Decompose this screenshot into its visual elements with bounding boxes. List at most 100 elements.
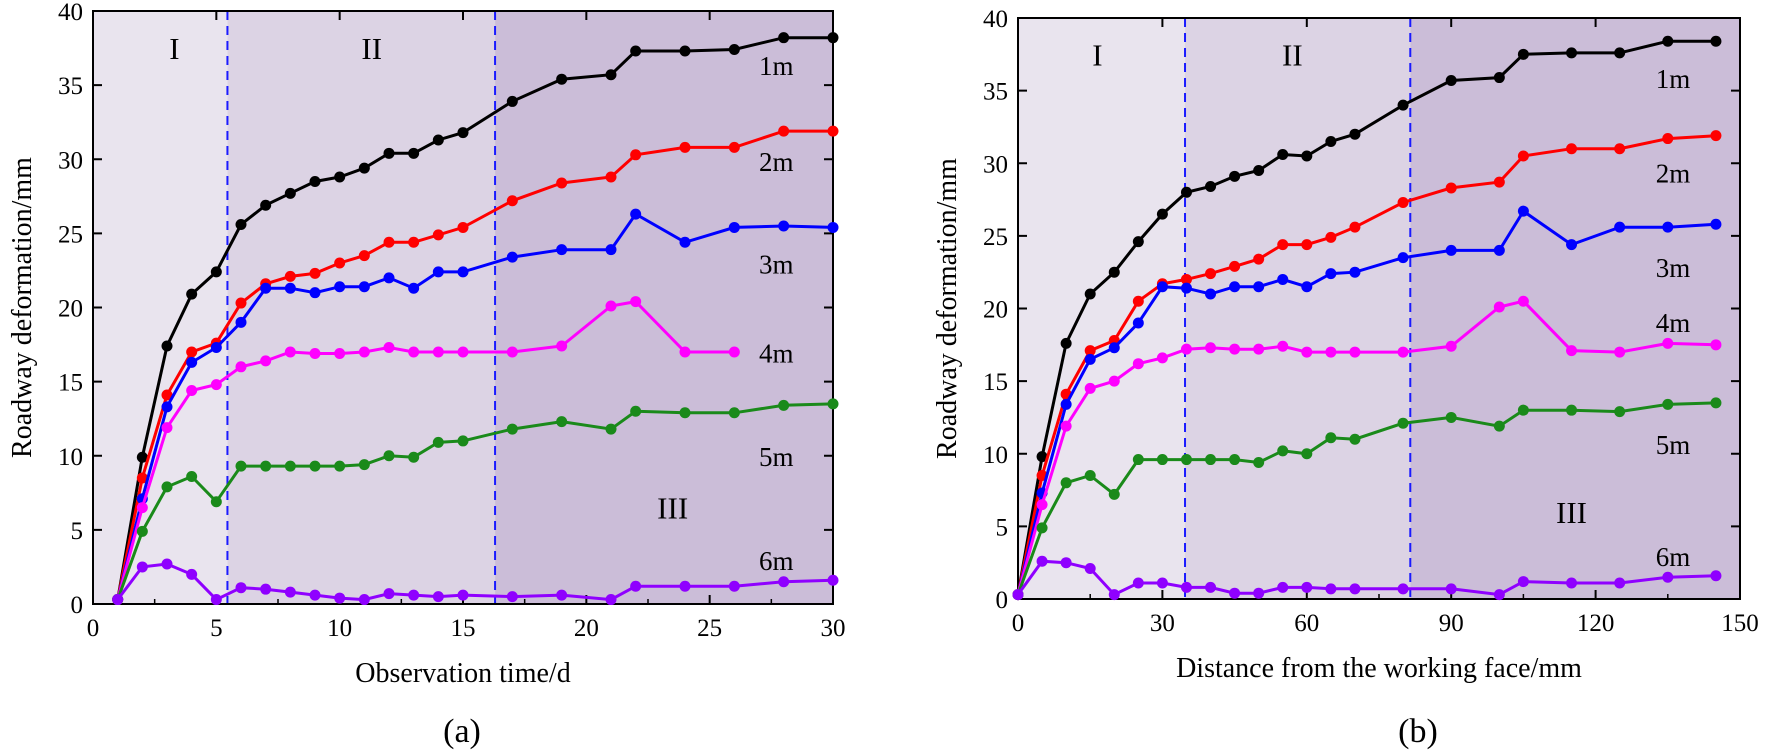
data-point [1229,343,1241,355]
series-label-5m: 5m [1656,430,1691,460]
data-point [1662,221,1674,233]
data-point [1710,339,1722,351]
data-point [235,361,247,373]
series-1m [1012,35,1722,601]
data-point [1084,470,1096,482]
data-point [284,346,296,358]
data-point [1493,420,1505,432]
chart-panel-b: 0 30 60 90 120 150 0 5 10 15 20 25 30 35 40 1m 2m 3m 4m 5m… [932,6,1759,750]
series-label-2m: 2m [759,147,794,177]
series-label-2m: 2m [1656,158,1691,188]
x-tick-label: 30 [821,615,846,642]
data-point [1156,208,1168,220]
y-tick-label: 0 [996,587,1009,614]
data-point [1205,454,1217,466]
x-tick-label: 30 [1150,610,1175,637]
data-point [284,187,296,199]
zone-backgrounds [93,11,833,604]
data-point [1301,346,1313,358]
data-point [1493,176,1505,188]
data-point [334,460,346,472]
data-point [1277,340,1289,352]
series-label-1m: 1m [759,51,794,81]
data-point [1325,231,1337,243]
data-point [1253,165,1265,177]
data-point [1517,150,1529,162]
data-point [1084,382,1096,394]
plot-frame: 0 5 10 15 20 25 30 0 5 10 15 20 25 30 35 40 [58,0,846,642]
data-point [1180,343,1192,355]
data-point [1614,406,1626,418]
data-point [1493,72,1505,84]
y-axis-title: Roadway deformation/mm [932,158,963,459]
data-point [1710,130,1722,142]
data-point [161,422,173,434]
data-point [1349,128,1361,140]
series-label-1m: 1m [1656,64,1691,94]
data-point [827,221,839,233]
data-point [1156,281,1168,293]
y-tick-label: 10 [58,444,83,471]
data-point [210,266,222,278]
y-tick-label: 40 [58,0,83,26]
data-point [630,405,642,417]
data-point [1132,454,1144,466]
data-point [1253,587,1265,599]
data-point [1445,340,1457,352]
data-point [284,282,296,294]
data-point [1710,35,1722,47]
data-point [1614,143,1626,155]
data-point [161,401,173,413]
panel-caption: (a) [443,713,481,750]
data-point [309,267,321,279]
data-point [1662,571,1674,583]
data-point [1036,522,1048,534]
data-point [1253,253,1265,265]
data-point [556,589,568,601]
data-point [210,594,222,606]
data-point [1060,477,1072,489]
data-point [1229,260,1241,272]
data-point [827,32,839,44]
data-point [1132,317,1144,329]
zone-region-1 [1018,18,1186,599]
data-point [1036,499,1048,511]
data-point [432,229,444,241]
data-point [358,250,370,262]
data-point [728,580,740,592]
x-tick-label: 0 [1012,610,1025,637]
series-6m [1012,555,1722,601]
y-tick-label: 15 [983,369,1008,396]
zone-region-3 [495,11,833,604]
data-point [136,561,148,573]
data-point [827,125,839,137]
data-point [432,436,444,448]
data-point [1180,454,1192,466]
data-point [605,244,617,256]
data-point [630,149,642,161]
data-point [1108,589,1120,601]
data-point [235,297,247,309]
data-point [457,346,469,358]
data-point [1325,583,1337,595]
data-point [1445,182,1457,194]
data-point [334,347,346,359]
data-point [383,272,395,284]
data-point [383,236,395,248]
y-tick-label: 5 [996,514,1009,541]
data-point [309,460,321,472]
data-point [161,481,173,493]
data-point [309,589,321,601]
data-point [309,175,321,187]
data-point [1084,345,1096,357]
data-point [1229,454,1241,466]
data-point [358,594,370,606]
zone-label-2: II [1282,37,1303,72]
data-point [1012,589,1024,601]
data-point [1108,342,1120,354]
data-point [1253,281,1265,293]
data-point [728,141,740,153]
data-point [457,589,469,601]
series-label-3m: 3m [1656,253,1691,283]
